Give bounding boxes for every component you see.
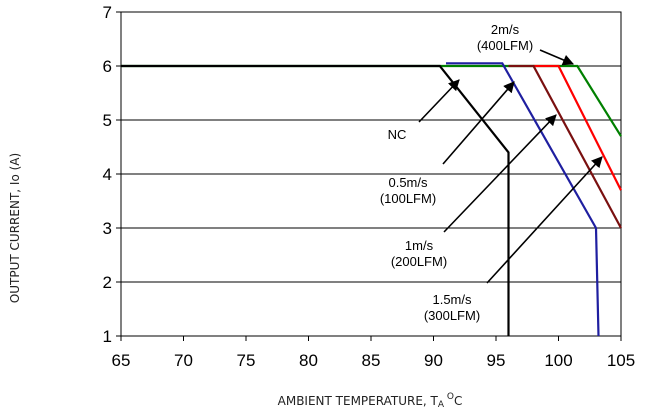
annotations: 2m/s (400LFM) NC 0.5m/s (100LFM) 1m/s (200LFM)… [380,22,603,323]
annotation-line: (100LFM) [380,191,436,206]
annotation-label: 1m/s (200LFM) [391,238,447,269]
annotation-arrow [486,156,603,284]
annotation-line: 2m/s [491,22,520,37]
x-tick-label: 105 [607,351,635,370]
series-layer [121,62,622,337]
y-tick-label: 7 [103,3,112,22]
annotation-arrow [443,114,557,233]
y-tick-label: 5 [103,111,112,130]
annotation-arrow [418,79,460,123]
annotation-line: (400LFM) [477,38,533,53]
annotation-line: 0.5m/s [388,175,428,190]
series-line-1ms [508,64,622,229]
x-axis-title-main: AMBIENT TEMPERATURE, T [278,394,439,408]
annotation-line: (300LFM) [424,308,480,323]
x-tick-label: 65 [112,351,131,370]
y-axis-tick-labels: 1 2 3 4 5 6 7 [103,3,121,346]
y-tick-label: 1 [103,327,112,346]
x-axis-title-unit: C [454,394,462,408]
x-axis-title-subscript: A [438,400,445,410]
series-line-0-5ms [446,62,600,337]
annotation-line: NC [388,127,407,142]
annotation-label: 1.5m/s (300LFM) [424,292,480,323]
y-tick-label: 4 [103,165,112,184]
x-tick-label: 95 [487,351,506,370]
annotation-line: 1.5m/s [432,292,472,307]
x-tick-label: 80 [299,351,318,370]
y-tick-label: 3 [103,219,112,238]
y-tick-label: 6 [103,57,112,76]
x-axis-title: AMBIENT TEMPERATURE, TAOC [278,392,463,410]
annotation-line: (200LFM) [391,254,447,269]
annotation-line: 1m/s [405,238,434,253]
series-line-NC [121,64,510,336]
x-axis-tick-labels: 65 70 75 80 85 90 95 100 105 [112,336,635,370]
x-tick-label: 70 [174,351,193,370]
x-tick-label: 90 [424,351,443,370]
annotation-label: 0.5m/s (100LFM) [380,175,436,206]
x-axis-title-superscript: O [447,392,454,402]
annotation-label: NC [388,127,407,142]
series-line-1-5ms [533,64,622,191]
annotation-arrow [539,49,575,66]
x-tick-label: 75 [237,351,256,370]
annotation-arrow [442,81,515,165]
y-tick-label: 2 [103,273,112,292]
y-axis-title: OUTPUT CURRENT, Io (A) [8,153,22,303]
annotation-label: 2m/s (400LFM) [477,22,533,53]
gridlines [121,11,621,337]
x-tick-label: 85 [362,351,381,370]
x-tick-label: 100 [544,351,572,370]
